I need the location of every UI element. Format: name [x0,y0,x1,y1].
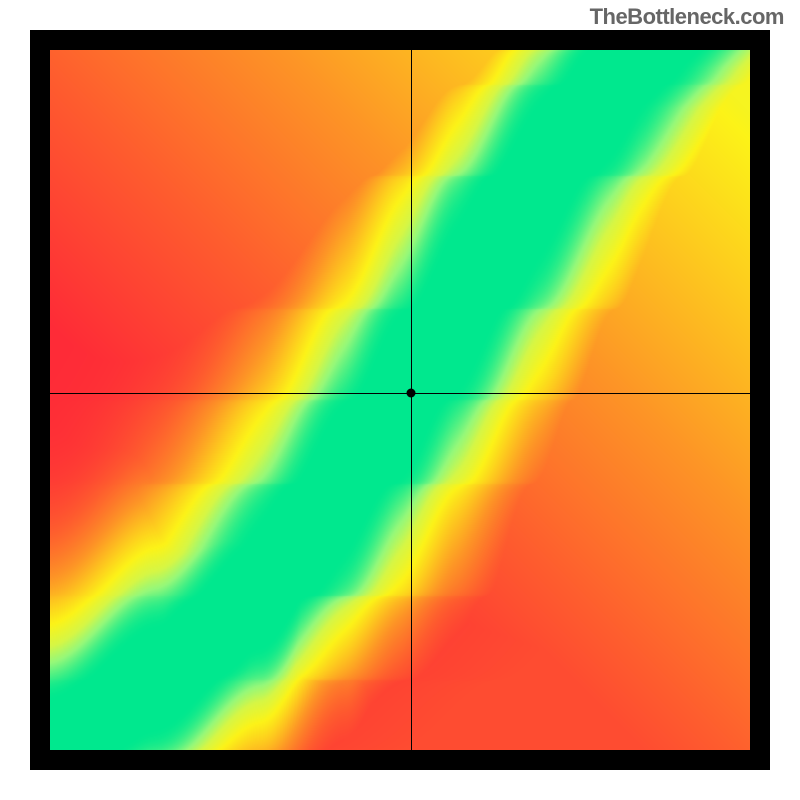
crosshair-vertical [411,50,412,750]
watermark-text: TheBottleneck.com [590,4,784,30]
root-container: TheBottleneck.com [0,0,800,800]
plot-area [50,50,750,750]
crosshair-dot [406,389,415,398]
chart-frame [30,30,770,770]
crosshair-horizontal [50,393,750,394]
heatmap-canvas [50,50,750,750]
